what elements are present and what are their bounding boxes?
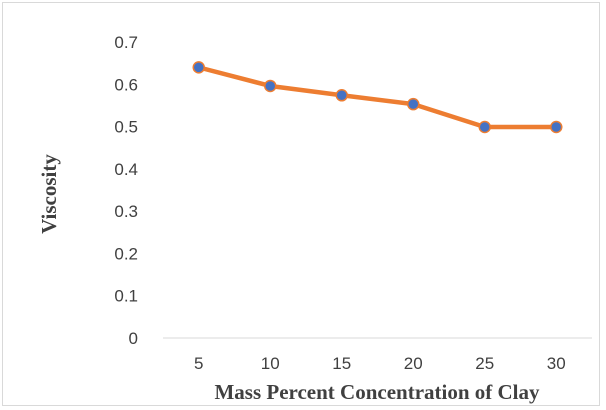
data-point-marker [192,61,205,74]
x-tick-label: 10 [261,354,280,373]
x-axis-title: Mass Percent Concentration of Clay [214,380,540,404]
y-tick-label: 0.3 [114,202,138,221]
x-tick-label: 5 [194,354,203,373]
y-tick-label: 0.4 [114,160,138,179]
data-point-marker [478,120,491,134]
y-axis-title: Viscosity [37,154,61,234]
x-tick-label: 15 [332,354,351,373]
data-point-marker [550,120,563,134]
series-markers [192,61,563,134]
x-tick-label: 25 [475,354,494,373]
x-tick-label: 30 [547,354,566,373]
y-tick-label: 0.6 [114,75,138,94]
x-tick-labels: 5 10 15 20 25 30 [194,354,566,373]
data-point-marker [264,79,277,93]
chart-frame [2,2,600,406]
y-tick-label: 0 [129,329,138,348]
x-tick-label: 20 [404,354,423,373]
y-tick-label: 0.7 [114,33,138,52]
y-tick-label: 0.5 [114,118,138,137]
series-line [196,65,559,130]
data-point-marker [407,97,420,111]
data-point-marker [335,89,348,102]
y-tick-labels: 0 0.1 0.2 0.3 0.4 0.5 0.6 0.7 [114,33,138,348]
y-tick-label: 0.1 [114,287,138,306]
y-tick-label: 0.2 [114,244,138,263]
